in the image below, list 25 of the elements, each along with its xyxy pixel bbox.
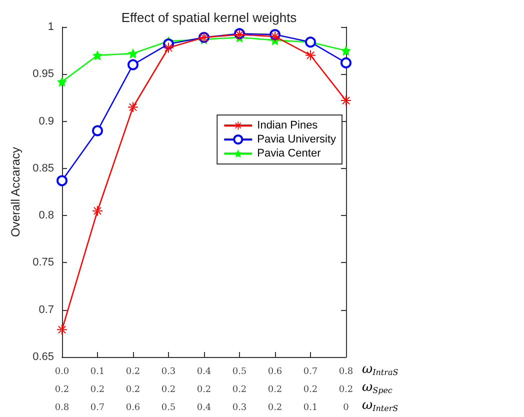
x-tick-label: 0.6 0.2 0.2	[268, 367, 282, 413]
y-tick-label: 0.8	[38, 210, 54, 222]
x-tick-label: 0.5 0.2 0.3	[232, 367, 247, 413]
chart-title: Effect of spatial kernel weights	[121, 10, 298, 25]
y-tick-label: 0.65	[32, 351, 54, 363]
x-tick-label: 0.7 0.2 0.1	[303, 367, 318, 413]
x-tick-label: 0.1 0.2 0.7	[90, 367, 105, 413]
y-tick-label: 0.75	[32, 256, 54, 269]
x-tick-label: 0.4 0.2 0.4	[196, 367, 212, 413]
text: ωInterS	[362, 398, 399, 413]
legend-label: Pavia Center	[257, 148, 322, 160]
x-tick-label: 0.8 0.2 0	[338, 367, 354, 413]
legend-label: Indian Pines	[257, 120, 318, 132]
y-tick-label: 0.85	[32, 162, 54, 174]
y-tick-label: 0.9	[38, 115, 54, 128]
y-tick-label: 0.7	[38, 304, 54, 316]
x-tick-label: 0.3 0.2 0.5	[161, 367, 176, 413]
x-tick-label: 0.0 0.2 0.8	[54, 367, 70, 413]
text: ωIntraS	[362, 362, 399, 377]
y-tick-label: 0.95	[32, 68, 54, 80]
y-tick-label: 1	[48, 21, 54, 33]
y-axis-title: Overall Accaracy	[8, 146, 23, 238]
x-tick-label: 0.2 0.2 0.6	[126, 367, 140, 413]
legend-label: Pavia University	[257, 134, 336, 146]
text: ωSpec	[362, 380, 393, 395]
